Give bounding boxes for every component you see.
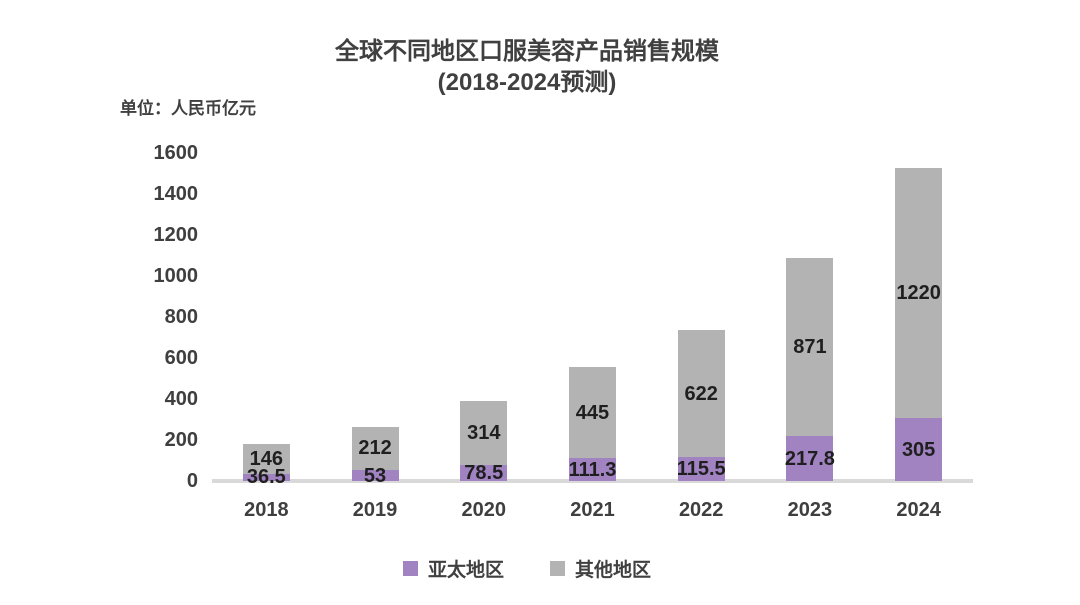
bar-segment-apac-2023 bbox=[786, 436, 834, 481]
data-label-other-2022: 622 bbox=[684, 382, 718, 405]
bar-segment-apac-2021 bbox=[569, 458, 616, 481]
x-axis-label-2022: 2022 bbox=[678, 499, 724, 521]
x-axis-label-2023: 2023 bbox=[787, 499, 833, 521]
bar-segment-other-2021 bbox=[569, 366, 616, 459]
chart-title-line1: 全球不同地区口服美容产品销售规模 bbox=[335, 38, 719, 65]
bar-segment-other-2024 bbox=[895, 168, 943, 419]
legend: 亚太地区 其他地区 bbox=[0, 555, 1054, 582]
data-label-apac-2018: 36.5 bbox=[246, 466, 286, 489]
bar-segment-apac-2024 bbox=[895, 418, 943, 481]
data-label-apac-2022: 115.5 bbox=[676, 458, 726, 481]
y-axis-tick-1000: 1000 bbox=[153, 265, 199, 287]
bar-segment-apac-2019 bbox=[351, 470, 399, 481]
legend-label: 其他地区 bbox=[575, 560, 652, 581]
bar-segment-apac-2018 bbox=[242, 473, 290, 481]
data-label-other-2023: 871 bbox=[793, 336, 827, 359]
legend-item-apac: 亚太地区 bbox=[402, 555, 504, 582]
y-axis-tick-800: 800 bbox=[164, 306, 198, 328]
bar-segment-other-2022 bbox=[677, 329, 725, 458]
data-label-other-2018: 146 bbox=[249, 447, 284, 470]
bar-segment-other-2018 bbox=[242, 443, 290, 474]
data-label-apac-2023: 217.8 bbox=[784, 447, 835, 470]
bar-segment-other-2023 bbox=[786, 257, 834, 437]
x-axis-label-2019: 2019 bbox=[352, 499, 398, 521]
data-label-other-2021: 445 bbox=[575, 401, 610, 424]
y-axis-tick-600: 600 bbox=[164, 347, 198, 369]
legend-swatch-icon bbox=[402, 561, 418, 576]
data-label-other-2019: 212 bbox=[358, 437, 392, 460]
x-axis-label-2024: 2024 bbox=[896, 499, 941, 521]
y-axis-tick-0: 0 bbox=[186, 470, 198, 492]
chart-title: 全球不同地区口服美容产品销售规模 (2018-2024预测) bbox=[0, 36, 1054, 98]
y-axis-tick-1200: 1200 bbox=[153, 224, 199, 246]
legend-label: 亚太地区 bbox=[427, 560, 504, 581]
bar-segment-other-2019 bbox=[351, 426, 399, 471]
legend-item-other: 其他地区 bbox=[550, 555, 651, 582]
data-label-apac-2024: 305 bbox=[901, 438, 936, 461]
unit-label: 单位：人民币亿元 bbox=[120, 99, 256, 118]
plot-area: 0 200 400 600 800 1000 1200 1400 1600 36.5 146 2018… bbox=[154, 142, 973, 521]
data-label-apac-2021: 111.3 bbox=[568, 458, 617, 481]
data-label-other-2020: 314 bbox=[467, 421, 501, 444]
data-label-other-2024: 1220 bbox=[896, 282, 941, 305]
bar-segment-apac-2022 bbox=[677, 457, 725, 481]
data-label-apac-2019: 53 bbox=[363, 464, 387, 487]
bar-segment-apac-2020 bbox=[460, 464, 508, 481]
data-label-apac-2020: 78.5 bbox=[464, 461, 504, 484]
x-axis-label-2021: 2021 bbox=[570, 499, 615, 521]
y-axis-tick-1600: 1600 bbox=[153, 142, 199, 164]
y-axis-tick-400: 400 bbox=[164, 388, 198, 410]
bar-segment-other-2020 bbox=[460, 400, 508, 465]
y-axis-tick-200: 200 bbox=[164, 429, 198, 451]
x-axis-line bbox=[212, 479, 973, 483]
chart-title-line2: (2018-2024预测) bbox=[437, 69, 617, 96]
y-axis-tick-1400: 1400 bbox=[153, 183, 199, 205]
x-axis-label-2018: 2018 bbox=[244, 499, 289, 521]
x-axis-label-2020: 2020 bbox=[461, 499, 507, 521]
legend-swatch-icon bbox=[550, 561, 565, 576]
